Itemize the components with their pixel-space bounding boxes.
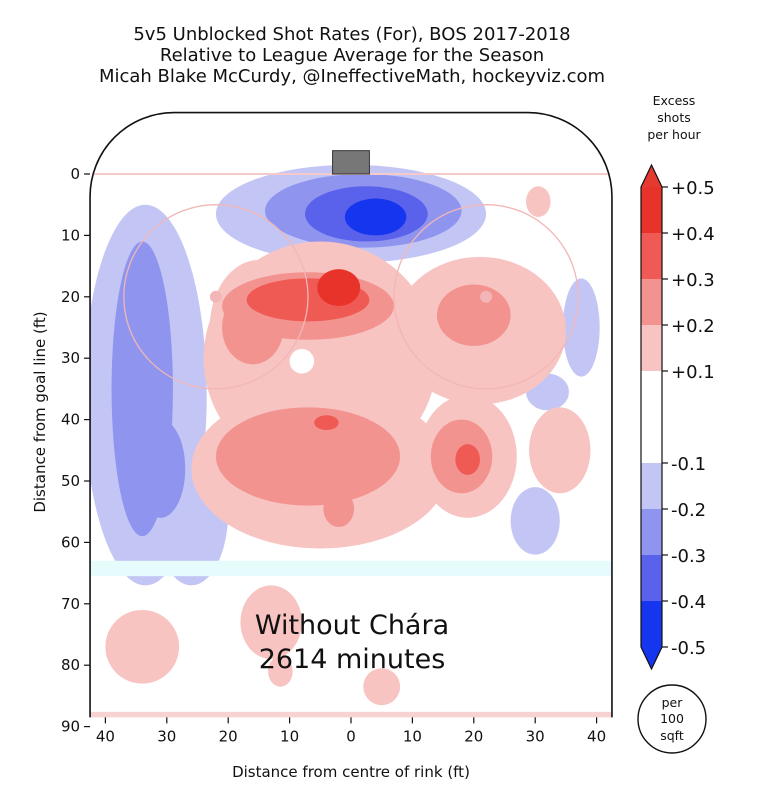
- colorbar-tick-label-3: +0.2: [671, 316, 715, 337]
- colorbar-band-3: [641, 325, 662, 371]
- heatmap-region-16: [529, 407, 591, 494]
- blue-line: [90, 560, 612, 577]
- colorbar-tick-label-2: +0.3: [671, 270, 715, 291]
- x-tick-label-6: 20: [464, 727, 483, 745]
- colorbar-band-4: [641, 371, 662, 463]
- colorbar-tick-label-5: -0.1: [671, 454, 706, 475]
- y-tick-label-3: 30: [61, 349, 80, 367]
- x-tick-label-8: 40: [587, 727, 606, 745]
- colorbar: Excess shots per hour +0.5+0.4+0.3+0.2+0…: [640, 93, 715, 671]
- faceoff-dot-1: [480, 290, 493, 303]
- faceoff-circle-1: [393, 204, 579, 390]
- heatmap-region-31: [317, 269, 361, 307]
- x-tick-label-2: 20: [219, 727, 238, 745]
- x-tick-label-3: 10: [280, 727, 299, 745]
- heatmap-regions: [90, 164, 600, 706]
- rink-plot-area: [90, 164, 612, 718]
- colorbar-label-line2: shots: [657, 110, 691, 125]
- y-tick-label-2: 20: [61, 288, 80, 306]
- area-scale-note: per 100 sqft: [637, 684, 707, 754]
- annotation-minutes: 2614 minutes: [259, 644, 446, 675]
- chart-title-block: 5v5 Unblocked Shot Rates (For), BOS 2017…: [99, 24, 605, 87]
- heatmap-region-26: [436, 284, 511, 346]
- y-tick-label-6: 60: [61, 533, 80, 551]
- end-boards-line: [90, 711, 612, 718]
- colorbar-band-5: [641, 463, 662, 509]
- annotation-block: Without Chára 2614 minutes: [255, 610, 449, 675]
- colorbar-label-line3: per hour: [647, 127, 701, 142]
- heatmap-region-18: [105, 609, 180, 684]
- heatmap-region-10: [510, 487, 560, 555]
- colorbar-band-2: [641, 279, 662, 325]
- y-tick-label-4: 40: [61, 411, 80, 429]
- faceoff-circle-0: [123, 204, 309, 390]
- heatmap-region-3: [344, 198, 407, 236]
- heatmap-region-27: [323, 490, 355, 528]
- area-note-line2: 100: [660, 711, 684, 726]
- chart-credit: Micah Blake McCurdy, @IneffectiveMath, h…: [99, 66, 605, 87]
- chart-title: 5v5 Unblocked Shot Rates (For), BOS 2017…: [133, 24, 570, 45]
- area-scale-circle: [637, 684, 707, 754]
- colorbar-tick-label-8: -0.4: [671, 592, 706, 613]
- x-tick-label-5: 10: [403, 727, 422, 745]
- colorbar-band-8: [641, 601, 662, 647]
- colorbar-label-line1: Excess: [653, 93, 696, 108]
- y-tick-label-9: 90: [61, 718, 80, 736]
- colorbar-tick-label-9: -0.5: [671, 638, 706, 659]
- rink-boards-outline: [89, 111, 613, 718]
- y-axis: 0 10 20 30 40 50 60 70 80 90: [61, 165, 91, 736]
- y-tick-label-5: 50: [61, 472, 80, 490]
- heatmap-region-8: [562, 278, 600, 377]
- colorbar-band-7: [641, 555, 662, 601]
- colorbar-tick-label-0: +0.5: [671, 178, 715, 199]
- y-tick-label-0: 0: [71, 165, 81, 183]
- goal-net: [332, 150, 370, 175]
- heatmap-region-30: [455, 444, 480, 475]
- heatmap-region-7: [136, 419, 186, 518]
- faceoff-circles: [123, 204, 579, 390]
- area-note-line3: sqft: [660, 728, 684, 743]
- x-tick-label-7: 30: [526, 727, 545, 745]
- x-tick-label-0: 40: [96, 727, 115, 745]
- colorbar-min-arrow: [641, 647, 662, 669]
- annotation-player: Without Chára: [255, 610, 449, 641]
- heatmap-region-17: [525, 186, 551, 217]
- colorbar-ticks: +0.5 +0.4 +0.3 +0.2 +0.1 -0.1 -0.2 -0.3 -0.4 -0.5: [662, 178, 715, 659]
- colorbar-tick-label-6: -0.2: [671, 500, 706, 521]
- colorbar-band-1: [641, 233, 662, 279]
- heatmap-region-20: [268, 655, 293, 687]
- chart-subtitle: Relative to League Average for the Seaso…: [160, 45, 544, 66]
- colorbar-bands: [641, 165, 662, 669]
- x-axis-label: Distance from centre of rink (ft): [232, 763, 470, 781]
- colorbar-band-6: [641, 509, 662, 555]
- x-tick-label-1: 30: [157, 727, 176, 745]
- colorbar-max-arrow: [641, 165, 662, 187]
- colorbar-tick-label-7: -0.3: [671, 546, 706, 567]
- x-tick-label-4: 0: [346, 727, 356, 745]
- x-axis: 40 30 20 10 0 10 20 30 40: [96, 717, 606, 745]
- y-tick-label-7: 70: [61, 595, 80, 613]
- y-axis-label: Distance from goal line (ft): [31, 311, 49, 512]
- colorbar-tick-label-1: +0.4: [671, 224, 715, 245]
- heatmap-region-29: [314, 415, 339, 431]
- heatmap-region-24: [215, 407, 401, 506]
- area-note-line1: per: [662, 695, 684, 710]
- colorbar-tick-label-4: +0.1: [671, 362, 715, 383]
- heatmap-region-21: [363, 668, 401, 706]
- heatmap-region-19: [240, 585, 302, 660]
- y-tick-label-1: 10: [61, 226, 80, 244]
- colorbar-band-0: [641, 187, 662, 233]
- faceoff-dot-0: [209, 290, 222, 303]
- heatmap-region-32: [289, 348, 315, 374]
- y-tick-label-8: 80: [61, 656, 80, 674]
